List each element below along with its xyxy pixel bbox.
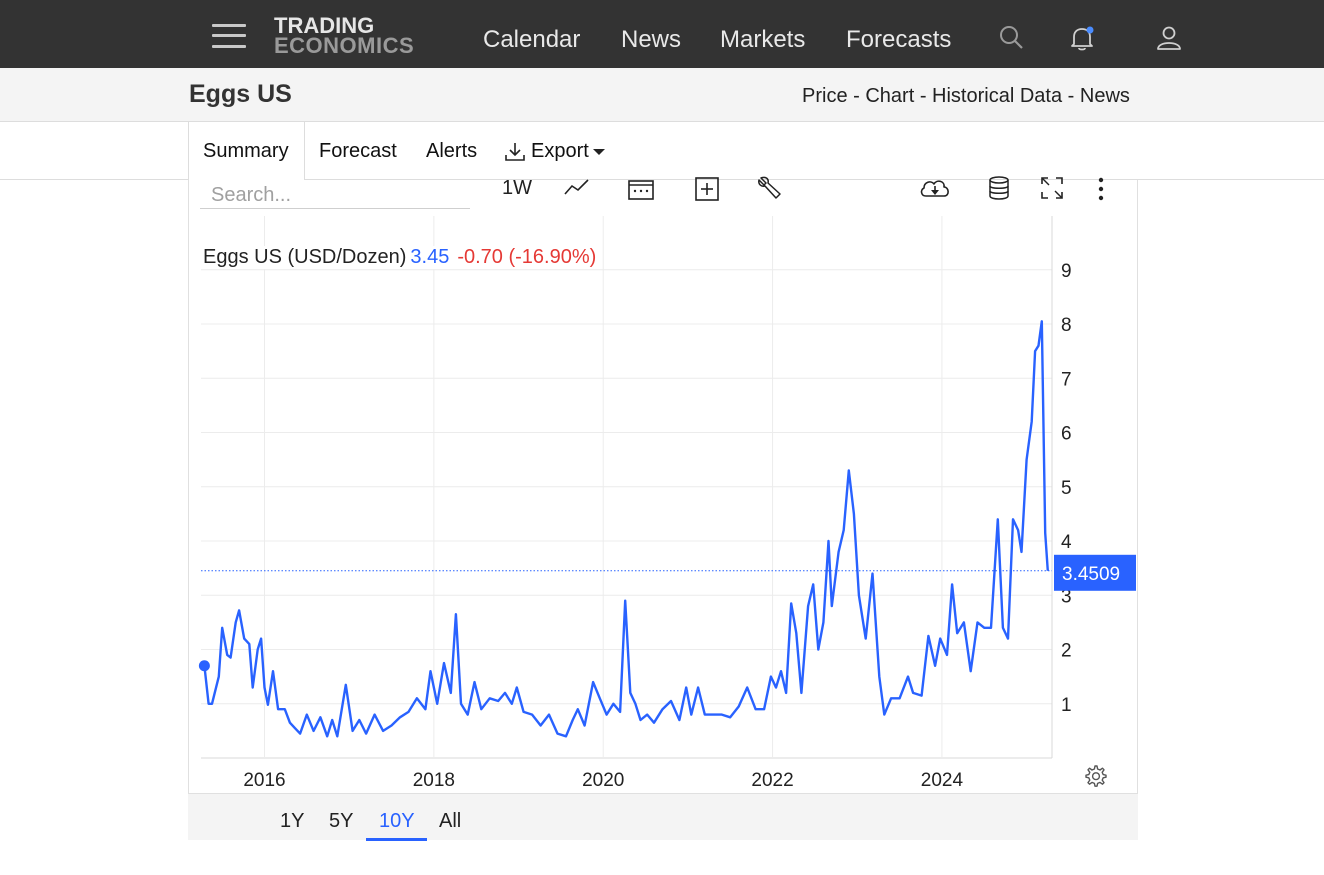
legend-change: -0.70 (-16.90%) [457,246,597,268]
breadcrumb-separator: - [914,85,933,107]
breadcrumb-historical-data[interactable]: Historical Data [932,85,1063,107]
nav-news[interactable]: News [621,26,682,53]
caret-down-icon [592,148,605,155]
range-1y[interactable]: 1Y [280,810,305,832]
price-label-bg [1054,554,1136,591]
series-start-marker [198,660,210,672]
legend-series-name: Eggs US (USD/Dozen) [203,246,407,268]
tab-forecast[interactable]: Forecast [319,140,397,162]
y-tick-label: 7 [1061,369,1072,390]
breadcrumb-separator: - [847,85,866,107]
price-chart[interactable]: 1 2 3 4 5 6 7 8 9 3.4509 2016 2018 2020 2022 2024 [188,210,1138,793]
breadcrumb-price[interactable]: Price [802,85,848,107]
x-axis: 2016 2018 2020 2022 2024 [243,770,963,791]
range-selector-bar [188,793,1138,840]
export-dropdown[interactable]: Export [504,140,606,163]
bell-icon[interactable] [1068,24,1096,52]
search-icon[interactable] [998,24,1026,52]
price-series-line[interactable] [203,320,1049,738]
notification-dot [1086,26,1094,34]
nav-calendar[interactable]: Calendar [483,26,581,53]
breadcrumb-separator: - [1062,85,1080,107]
price-label-text: 3.4509 [1062,564,1120,585]
page-title: Eggs US [189,80,292,108]
settings-gear-icon[interactable] [1083,764,1107,788]
range-10y[interactable]: 10Y [379,810,415,832]
symbol-search-input[interactable] [200,180,470,209]
cloud-download-icon[interactable] [918,174,952,202]
y-tick-label: 3 [1061,586,1072,607]
legend-value: 3.45 [410,246,450,268]
chart-legend: Eggs US (USD/Dozen) 3.45 -0.70 (-16.90%) [203,246,603,269]
logo[interactable]: TRADING ECONOMICS [274,13,415,58]
breadcrumb: Price - Chart - Historical Data - News [802,85,1130,108]
y-tick-label: 1 [1061,695,1072,716]
breadcrumb-news[interactable]: News [1079,85,1130,107]
nav-markets[interactable]: Markets [720,26,806,53]
logo-line-1: TRADING [274,13,375,38]
tab-alerts[interactable]: Alerts [426,140,478,162]
y-tick-label: 5 [1061,478,1072,499]
x-tick-label: 2024 [921,770,964,791]
current-price-label: 3.4509 [1054,554,1136,591]
more-vertical-icon[interactable] [1090,174,1112,202]
fullscreen-icon[interactable] [1038,174,1066,202]
y-axis: 1 2 3 4 5 6 7 8 9 3.4509 [1054,261,1136,716]
x-tick-label: 2016 [243,770,285,791]
export-label: Export [531,140,589,162]
y-tick-label: 2 [1061,641,1072,662]
y-tick-label: 9 [1061,261,1072,282]
logo-line-2: ECONOMICS [274,33,415,58]
y-tick-label: 6 [1061,424,1072,445]
calendar-range-icon[interactable] [627,174,655,202]
add-indicator-icon[interactable] [693,174,721,202]
x-tick-label: 2022 [751,770,793,791]
interval-selector[interactable]: 1W [502,177,532,199]
chart-series [198,320,1052,738]
y-tick-label: 4 [1061,532,1072,553]
range-active-indicator [366,838,427,841]
chart-grid [201,216,1053,759]
download-icon [505,142,525,161]
tab-summary-active-bg [188,122,305,182]
menu-icon[interactable] [212,24,246,48]
user-icon[interactable] [1155,24,1183,52]
x-tick-label: 2018 [413,770,455,791]
range-5y[interactable]: 5Y [329,810,354,832]
tab-summary[interactable]: Summary [203,140,289,162]
page-header-bar [0,68,1324,122]
database-icon[interactable] [986,174,1012,202]
nav-forecasts[interactable]: Forecasts [846,26,952,53]
breadcrumb-chart[interactable]: Chart [865,85,915,107]
range-all[interactable]: All [439,810,462,832]
chart-panel [188,180,1138,840]
x-tick-label: 2020 [582,770,624,791]
wrench-icon[interactable] [756,174,784,202]
line-chart-icon[interactable] [563,174,591,202]
y-tick-label: 8 [1061,315,1072,336]
